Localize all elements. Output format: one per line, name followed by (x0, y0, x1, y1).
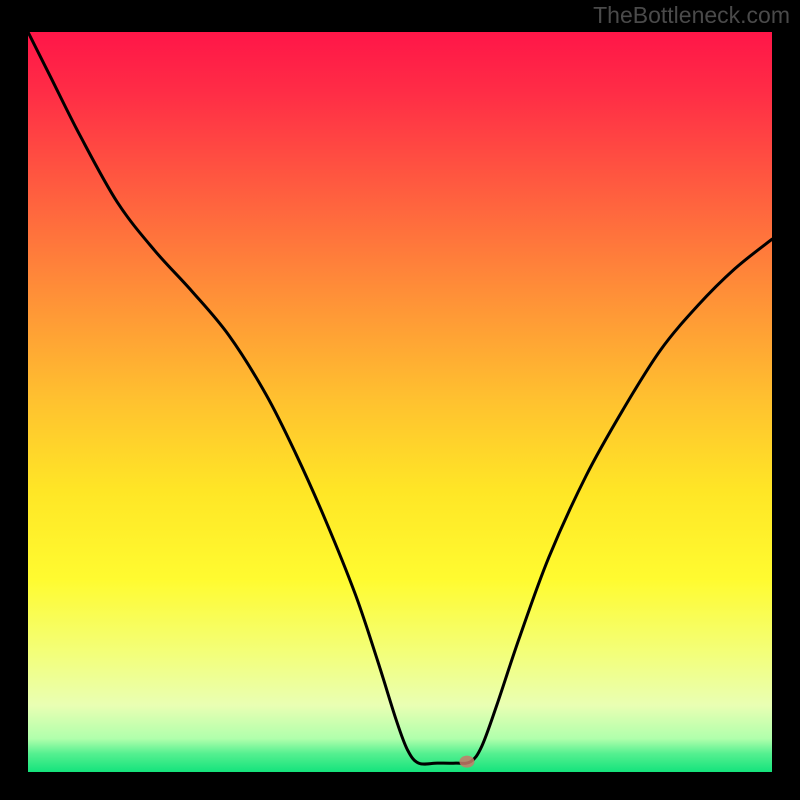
watermark-text: TheBottleneck.com (593, 2, 790, 29)
plot-gradient (28, 32, 772, 772)
bottleneck-chart (0, 0, 800, 800)
selection-marker (459, 756, 474, 768)
